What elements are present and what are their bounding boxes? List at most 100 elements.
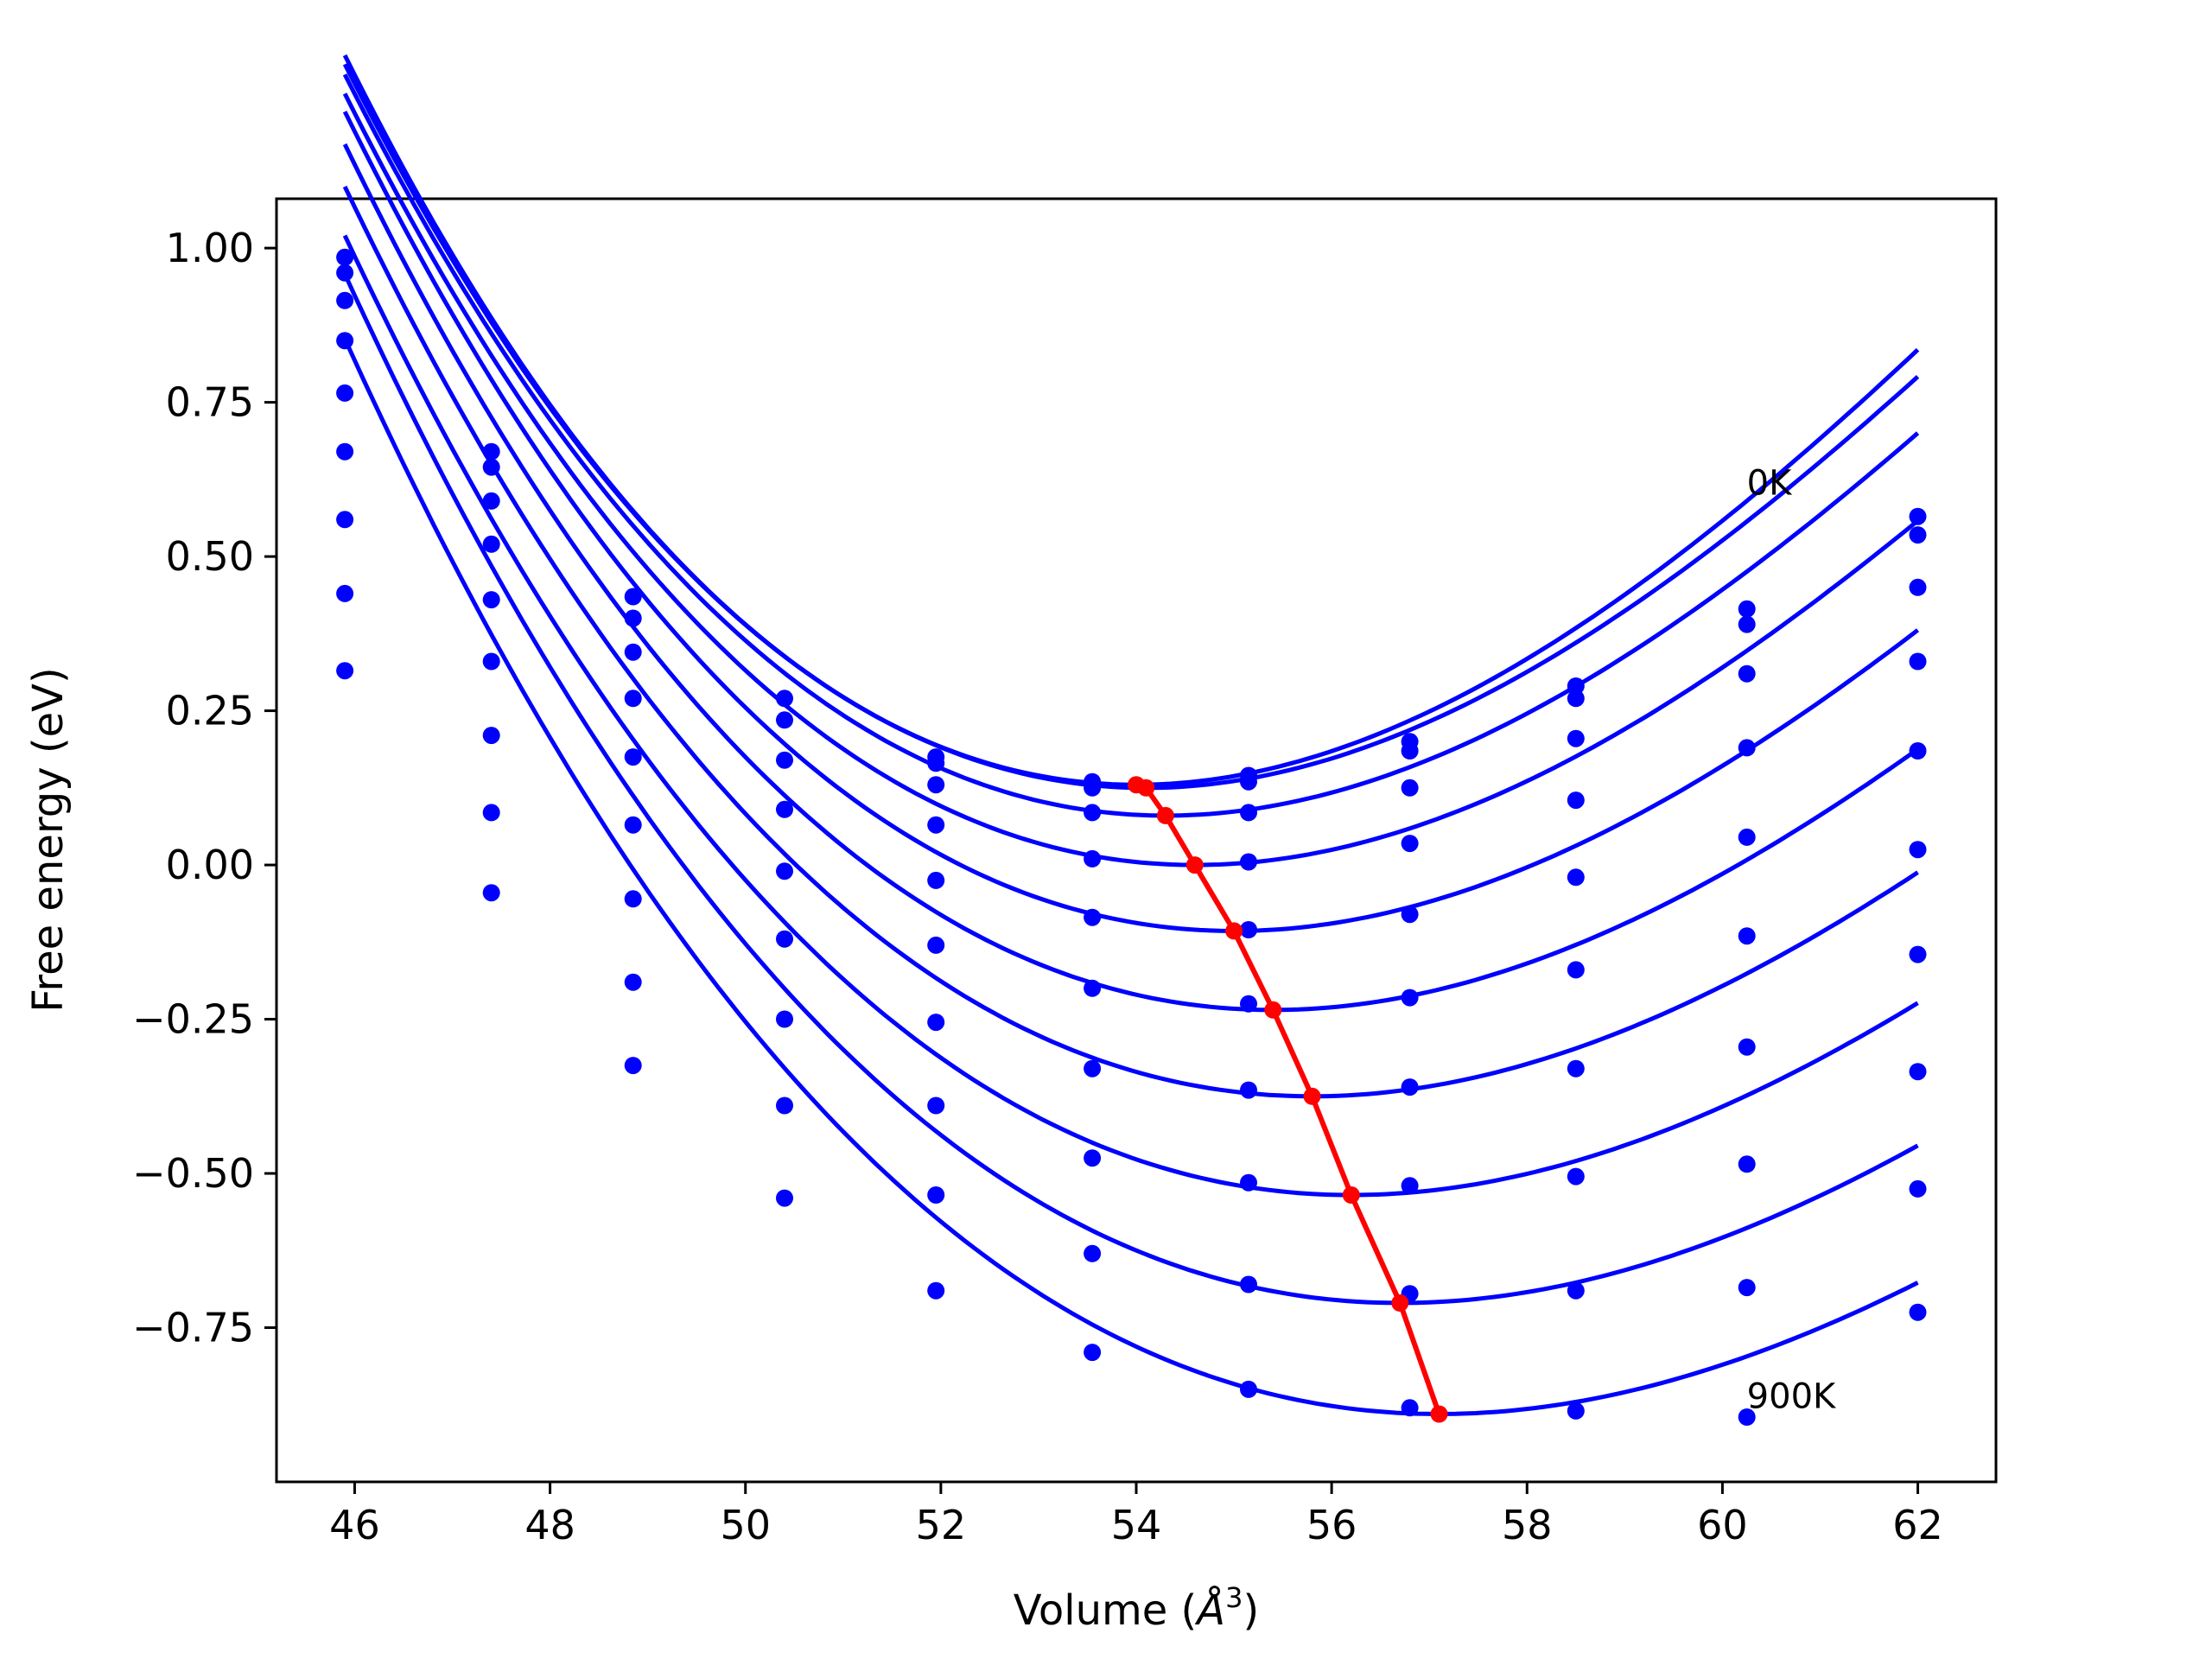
x-tick-label: 62 xyxy=(1892,1502,1943,1548)
data-point xyxy=(1240,995,1257,1013)
x-tick-label: 50 xyxy=(720,1502,771,1548)
data-point xyxy=(482,458,500,476)
data-point xyxy=(1240,853,1257,871)
data-point xyxy=(776,800,793,818)
x-tick-label: 56 xyxy=(1306,1502,1357,1548)
y-tick-label: 0.00 xyxy=(166,842,254,888)
data-point xyxy=(482,884,500,902)
data-point xyxy=(1567,1402,1585,1420)
data-point xyxy=(776,690,793,708)
data-point xyxy=(1567,690,1585,708)
data-point xyxy=(1401,1399,1419,1417)
data-point xyxy=(1738,828,1756,846)
data-point xyxy=(624,690,642,708)
data-point xyxy=(1909,1303,1927,1321)
y-tick-label: −0.75 xyxy=(132,1305,254,1351)
data-point xyxy=(1567,961,1585,979)
data-point xyxy=(1567,1167,1585,1185)
data-point xyxy=(336,511,354,529)
minimum-path-point xyxy=(1185,856,1204,874)
y-tick-label: −0.50 xyxy=(132,1150,254,1197)
data-point xyxy=(1084,849,1102,868)
data-point xyxy=(336,291,354,309)
data-point xyxy=(482,652,500,671)
data-point xyxy=(776,862,793,880)
data-point xyxy=(927,1281,945,1300)
y-tick-label: 0.50 xyxy=(166,533,254,580)
data-point xyxy=(482,727,500,745)
data-point xyxy=(1240,1380,1257,1398)
data-point xyxy=(1909,841,1927,859)
data-point xyxy=(1909,1179,1927,1198)
data-point xyxy=(1738,615,1756,633)
data-point xyxy=(1401,1078,1419,1096)
data-point xyxy=(1738,927,1756,945)
data-point xyxy=(1084,804,1102,822)
data-point xyxy=(336,584,354,602)
minimum-path-line xyxy=(1135,782,1442,1415)
data-point xyxy=(1567,868,1585,887)
data-point xyxy=(1909,507,1927,525)
plot-area-frame xyxy=(275,197,1998,1484)
data-point xyxy=(336,332,354,350)
data-point xyxy=(482,535,500,553)
data-point xyxy=(927,936,945,954)
data-point xyxy=(482,804,500,822)
data-point xyxy=(1084,1059,1102,1077)
x-tick-label: 58 xyxy=(1502,1502,1553,1548)
data-point xyxy=(927,1096,945,1115)
data-point xyxy=(1401,906,1419,924)
x-tick-label: 52 xyxy=(916,1502,967,1548)
minimum-path-point xyxy=(1264,1001,1282,1019)
data-point xyxy=(927,871,945,889)
minimum-path xyxy=(1128,776,1448,1423)
data-point xyxy=(482,442,500,461)
data-point xyxy=(1567,729,1585,747)
data-point xyxy=(776,1010,793,1028)
data-point xyxy=(1909,578,1927,596)
data-point xyxy=(1909,526,1927,544)
data-point xyxy=(927,754,945,772)
x-axis-title-unit: Å xyxy=(1194,1586,1225,1635)
data-points xyxy=(336,248,1927,1426)
data-point xyxy=(927,816,945,834)
x-axis-ticks: 46 48 50 52 54 56 58 60 62 xyxy=(329,1482,1943,1548)
data-point xyxy=(482,591,500,609)
y-tick-label: 0.25 xyxy=(166,688,254,734)
x-axis-title-text: Volume ( xyxy=(1014,1586,1198,1635)
data-point xyxy=(1401,742,1419,760)
data-point xyxy=(1738,1155,1756,1173)
minimum-path-point xyxy=(1430,1405,1448,1423)
data-point xyxy=(1401,1177,1419,1195)
data-point xyxy=(1084,1244,1102,1262)
data-point xyxy=(1567,791,1585,810)
data-point xyxy=(624,748,642,766)
fit-curve-5 xyxy=(342,143,1919,1013)
data-point xyxy=(1240,804,1257,822)
data-point xyxy=(1084,779,1102,797)
x-tick-label: 54 xyxy=(1111,1502,1162,1548)
data-point xyxy=(624,1057,642,1075)
data-point xyxy=(776,751,793,769)
y-tick-label: 0.75 xyxy=(166,379,254,426)
annotation-label: 900K xyxy=(1747,1376,1837,1416)
data-point xyxy=(336,264,354,282)
data-point xyxy=(1567,1059,1585,1077)
data-point xyxy=(1084,908,1102,926)
data-point xyxy=(1738,600,1756,618)
x-axis-title-exponent: 3 xyxy=(1225,1581,1243,1614)
data-point xyxy=(1909,1063,1927,1081)
y-axis-ticks: 1.00 0.75 0.50 0.25 0.00 −0.25 −0.50 −0.75 xyxy=(132,225,276,1351)
data-point xyxy=(1084,1149,1102,1167)
minimum-path-point xyxy=(1391,1294,1409,1312)
annotation-label: 0K xyxy=(1747,464,1793,504)
data-point xyxy=(482,492,500,510)
minimum-path-point xyxy=(1303,1087,1321,1105)
data-point xyxy=(1240,921,1257,938)
fit-curve-7 xyxy=(342,234,1919,1198)
data-point xyxy=(927,1186,945,1204)
data-point xyxy=(624,643,642,661)
data-point xyxy=(624,816,642,834)
data-point xyxy=(336,442,354,461)
fit-curve-6 xyxy=(342,185,1919,1099)
